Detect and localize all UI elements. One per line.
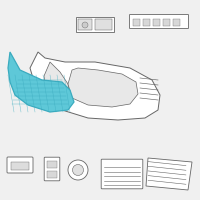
Polygon shape xyxy=(44,62,70,102)
Polygon shape xyxy=(8,52,74,112)
FancyBboxPatch shape xyxy=(101,159,143,189)
Bar xyxy=(163,19,170,26)
Bar xyxy=(143,19,150,26)
Polygon shape xyxy=(76,17,114,32)
Polygon shape xyxy=(68,68,138,107)
Bar xyxy=(78,19,92,30)
FancyBboxPatch shape xyxy=(44,157,60,181)
Bar xyxy=(153,19,160,26)
Bar xyxy=(133,19,140,26)
Circle shape xyxy=(82,22,88,28)
Bar xyxy=(11,162,29,170)
Bar xyxy=(47,171,57,178)
Bar xyxy=(95,19,112,30)
FancyBboxPatch shape xyxy=(7,157,33,173)
FancyBboxPatch shape xyxy=(130,15,188,28)
Bar xyxy=(47,161,57,168)
Circle shape xyxy=(72,164,84,176)
Polygon shape xyxy=(146,158,192,190)
Bar xyxy=(173,19,180,26)
Circle shape xyxy=(68,160,88,180)
Polygon shape xyxy=(30,52,160,120)
